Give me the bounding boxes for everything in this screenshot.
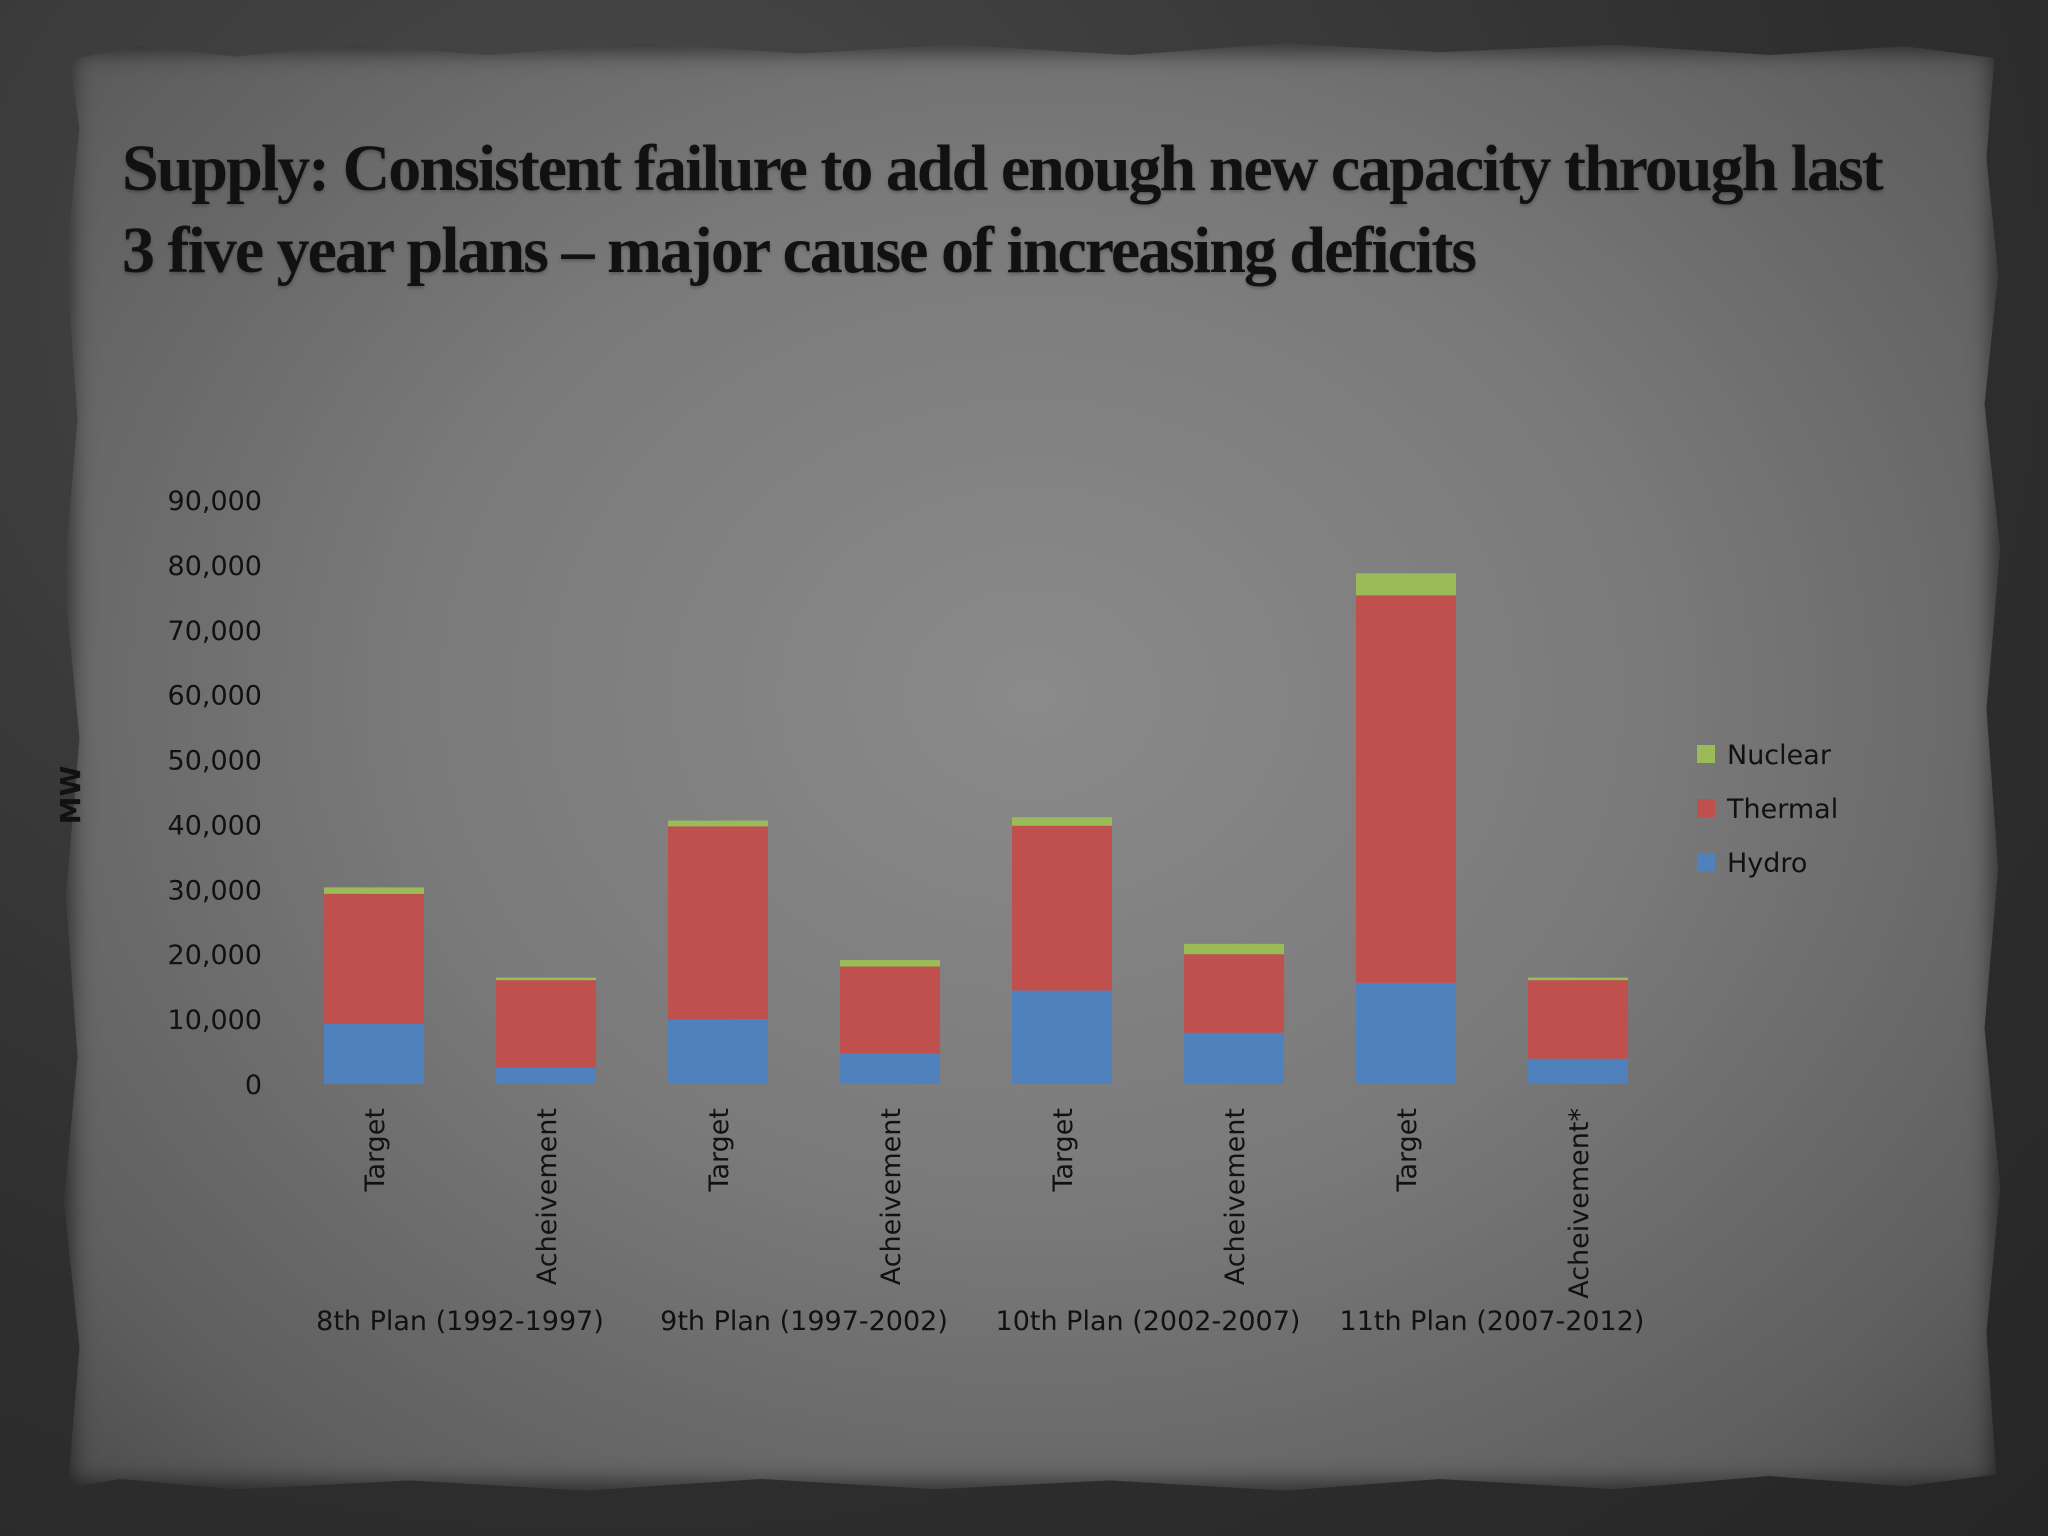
category-label: Acheivement — [1220, 1108, 1251, 1285]
category-label: Target — [360, 1108, 391, 1193]
y-tick-label: 0 — [245, 1070, 262, 1101]
bar-hydro — [324, 1023, 424, 1084]
y-tick-label: 90,000 — [168, 486, 262, 517]
y-axis-label: MW — [54, 766, 87, 825]
bar-thermal — [668, 826, 768, 1020]
bar-hydro — [668, 1019, 768, 1084]
bar-thermal — [1012, 825, 1112, 991]
bar-nuclear — [496, 977, 596, 981]
legend-swatch-thermal — [1697, 799, 1715, 817]
bar-hydro — [1012, 990, 1112, 1084]
bar-nuclear — [324, 887, 424, 894]
category-label: Target — [704, 1108, 735, 1193]
category-label: Acheivement — [532, 1108, 563, 1285]
y-tick-label: 40,000 — [168, 810, 262, 841]
plan-group-label: 9th Plan (1997-2002) — [660, 1306, 948, 1337]
paper-panel — [63, 43, 2001, 1491]
legend-swatch-hydro — [1697, 853, 1715, 871]
y-tick-label: 70,000 — [168, 616, 262, 647]
bar-nuclear — [840, 960, 940, 967]
y-tick-label: 10,000 — [168, 1005, 262, 1036]
y-tick-label: 50,000 — [168, 746, 262, 777]
bar-hydro — [496, 1067, 596, 1084]
y-tick-label: 30,000 — [168, 875, 262, 906]
y-tick-label: 20,000 — [168, 940, 262, 971]
category-label: Acheivement* — [1564, 1108, 1595, 1299]
plan-group-label: 8th Plan (1992-1997) — [316, 1306, 604, 1337]
category-label: Acheivement — [876, 1108, 907, 1285]
bar-hydro — [1356, 982, 1456, 1084]
bar-hydro — [1528, 1058, 1628, 1084]
bar-nuclear — [1528, 977, 1628, 981]
bar-hydro — [840, 1053, 940, 1084]
y-tick-label: 60,000 — [168, 681, 262, 712]
bar-thermal — [1356, 595, 1456, 983]
plan-group-label: 10th Plan (2002-2007) — [996, 1306, 1301, 1337]
bar-thermal — [1184, 954, 1284, 1033]
bar-nuclear — [1012, 817, 1112, 826]
slide-title: Supply: Consistent failure to add enough… — [122, 132, 1884, 287]
plan-group-label: 11th Plan (2007-2012) — [1340, 1306, 1645, 1337]
bar-nuclear — [1356, 573, 1456, 596]
bar-thermal — [496, 980, 596, 1068]
bar-thermal — [324, 893, 424, 1024]
bar-nuclear — [1184, 943, 1284, 955]
category-label: Target — [1392, 1108, 1423, 1193]
legend-label-thermal: Thermal — [1726, 794, 1838, 825]
bar-nuclear — [668, 820, 768, 827]
y-tick-label: 80,000 — [168, 551, 262, 582]
category-label: Target — [1048, 1108, 1079, 1193]
bar-thermal — [840, 966, 940, 1054]
legend-swatch-nuclear — [1697, 745, 1715, 763]
legend-label-nuclear: Nuclear — [1727, 740, 1832, 771]
bar-thermal — [1528, 980, 1628, 1059]
legend-label-hydro: Hydro — [1727, 848, 1807, 879]
bar-hydro — [1184, 1032, 1284, 1084]
